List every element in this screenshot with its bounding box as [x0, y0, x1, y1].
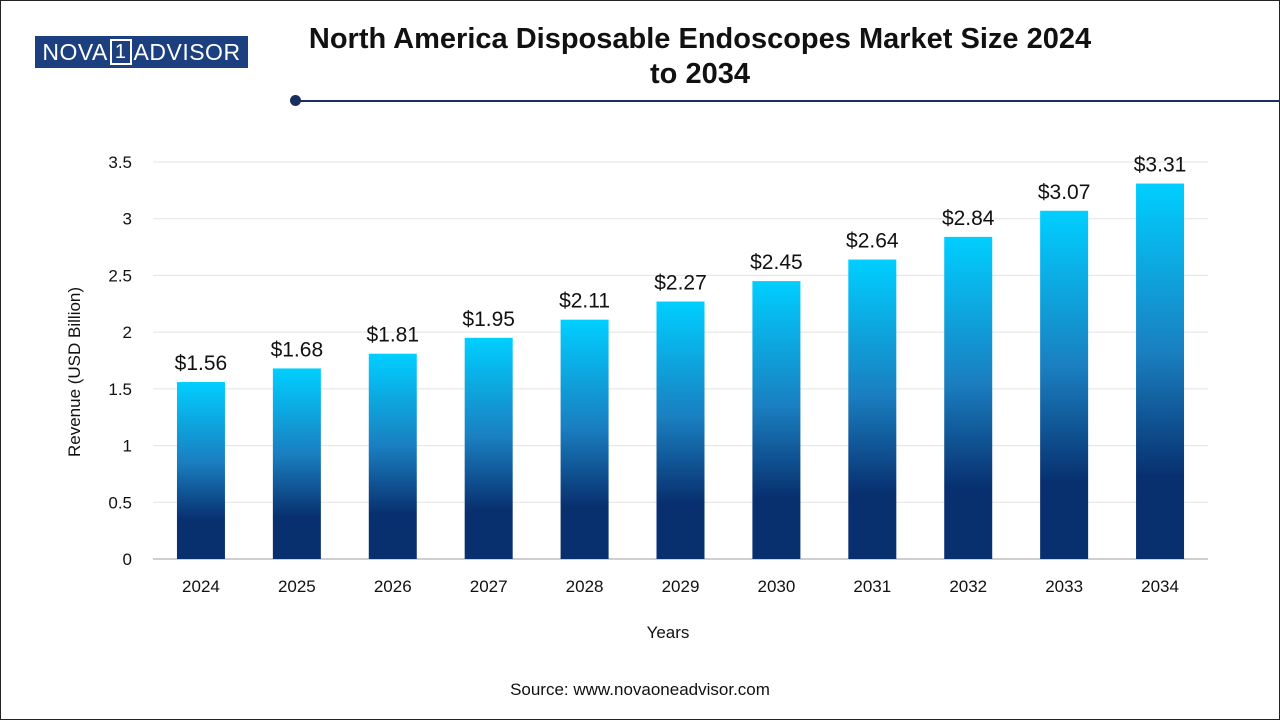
bar-2033 [1040, 210, 1089, 559]
bar-2030 [752, 281, 801, 559]
x-tick-label: 2032 [949, 577, 987, 596]
data-label: $1.68 [271, 338, 324, 361]
x-tick-label: 2025 [278, 577, 316, 596]
label-layer: 0 0.5 1 1.5 2 2.5 3 3.5 $1.56 2024 $1.68 2025 $1.81 2… [108, 153, 1186, 596]
title-rule-dot [290, 95, 301, 106]
bar-2024 [176, 382, 225, 559]
title-line-1: North America Disposable Endoscopes Mark… [308, 23, 1092, 55]
brand-logo: NOVA 1 ADVISOR [35, 36, 248, 68]
x-tick-label: 2030 [757, 577, 795, 596]
bar-layer [176, 183, 1185, 559]
x-tick-label: 2027 [470, 577, 508, 596]
x-tick-label: 2031 [853, 577, 891, 596]
logo-text-left: NOVA [42, 38, 108, 65]
data-label: $3.31 [1134, 154, 1187, 177]
title-line-2: to 2034 [650, 58, 750, 90]
bar-2034 [1136, 183, 1185, 559]
data-label: $1.81 [366, 324, 419, 347]
x-axis-title: Years [647, 623, 690, 642]
y-tick-label: 3 [123, 210, 132, 229]
data-label: $1.95 [462, 308, 515, 331]
y-tick-label: 3.5 [108, 153, 132, 172]
bar-2031 [848, 259, 897, 559]
data-label: $2.11 [559, 290, 610, 313]
data-label: $1.56 [175, 352, 228, 375]
y-tick-label: 0.5 [108, 493, 132, 512]
bar-2026 [368, 353, 417, 559]
data-label: $2.45 [750, 251, 803, 274]
y-tick-label: 1 [123, 437, 132, 456]
y-tick-label: 0 [123, 550, 132, 569]
y-tick-label: 2 [123, 323, 132, 342]
source-note: Source: www.novaoneadvisor.com [510, 680, 770, 699]
y-tick-label: 2.5 [108, 266, 132, 285]
title-rule-line [300, 100, 1280, 102]
x-tick-label: 2029 [662, 577, 700, 596]
data-label: $2.84 [942, 207, 995, 230]
bar-2032 [944, 236, 993, 559]
data-label: $2.64 [846, 230, 899, 253]
data-label: $3.07 [1038, 181, 1091, 204]
x-tick-label: 2028 [566, 577, 604, 596]
bar-2027 [464, 337, 513, 559]
y-tick-label: 1.5 [108, 380, 132, 399]
bar-2025 [272, 368, 321, 559]
bar-2029 [656, 301, 705, 559]
logo-box: 1 [109, 39, 132, 65]
page-title: North America Disposable Endoscopes Mark… [260, 22, 1140, 92]
y-axis-title: Revenue (USD Billion) [65, 287, 84, 457]
x-tick-label: 2034 [1141, 577, 1179, 596]
x-tick-label: 2026 [374, 577, 412, 596]
x-tick-label: 2024 [182, 577, 220, 596]
x-tick-label: 2033 [1045, 577, 1083, 596]
data-label: $2.27 [654, 272, 707, 295]
bar-2028 [560, 319, 609, 559]
logo-text-right: ADVISOR [133, 38, 241, 65]
